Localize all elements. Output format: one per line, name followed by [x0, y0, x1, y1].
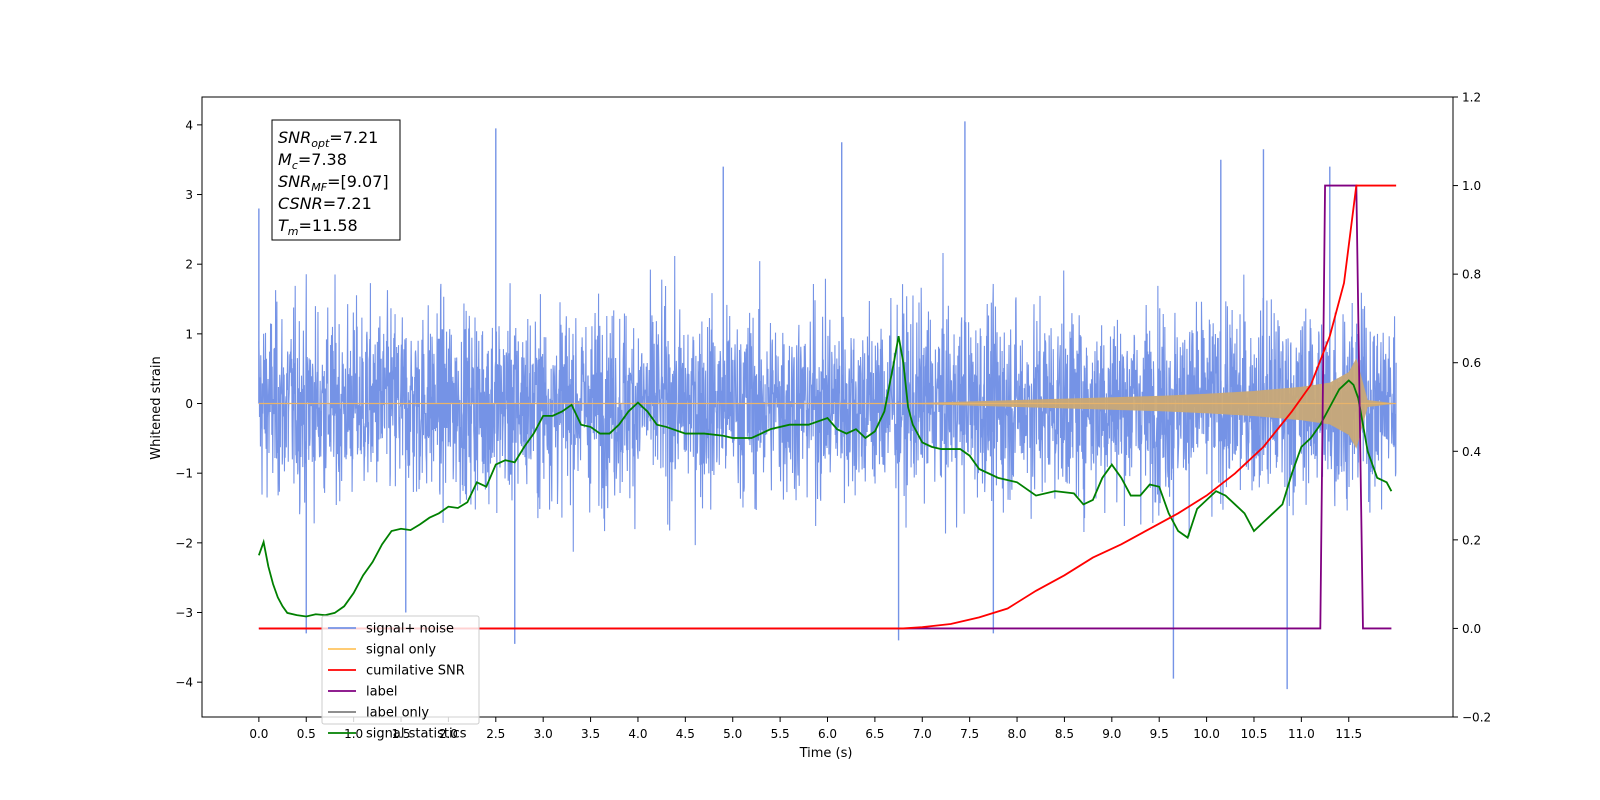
- y-tick-label-left: −3: [175, 606, 193, 620]
- y-tick-label-right: 0.6: [1462, 356, 1481, 370]
- annotation-line: SNRMF=[9.07]: [278, 172, 389, 194]
- x-tick-label: 11.5: [1335, 727, 1362, 741]
- x-tick-label: 7.5: [960, 727, 979, 741]
- legend-label: signal statistics: [366, 727, 467, 742]
- label-line: [258, 184, 1392, 630]
- y-tick-label-left: −1: [175, 467, 193, 481]
- x-tick-label: 2.0: [439, 727, 458, 741]
- annotation-line: CSNR=7.21: [278, 194, 372, 213]
- y-tick-label-left: 0: [185, 397, 193, 411]
- y-tick-label-right: −0.2: [1462, 711, 1491, 725]
- x-tick-label: 6.0: [818, 727, 837, 741]
- y-tick-label-right: 0.2: [1462, 533, 1481, 547]
- y-tick-label-right: 1.2: [1462, 91, 1481, 105]
- x-tick-label: 10.5: [1241, 727, 1268, 741]
- x-tick-label: 5.0: [723, 727, 742, 741]
- annotation-line: Tm=11.58: [278, 216, 358, 238]
- x-tick-label: 9.0: [1102, 727, 1121, 741]
- y-tick-label-right: 0.0: [1462, 622, 1481, 636]
- x-tick-label: 8.0: [1007, 727, 1026, 741]
- x-tick-label: 5.5: [771, 727, 790, 741]
- x-tick-label: 9.5: [1150, 727, 1169, 741]
- axes: 0.0 0.5 1.0 1.5 2.0 2.5 3.0 3.5 4.0 4.5 5.0 5.5 6.0 6…: [175, 91, 1491, 742]
- legend-label: cumilative SNR: [366, 664, 465, 679]
- y-tick-label-left: 4: [185, 118, 193, 132]
- annotation-line: SNRopt=7.21: [278, 128, 378, 150]
- legend-frame: [321, 615, 480, 725]
- legend-label: signal only: [366, 643, 436, 658]
- annotation-frame: [271, 119, 401, 241]
- y-tick-label-left: 1: [185, 327, 193, 341]
- y-tick-label-left: −2: [175, 536, 193, 550]
- x-tick-label: 1.5: [391, 727, 410, 741]
- x-axis-label: Time (s): [799, 746, 853, 761]
- x-tick-label: 7.0: [913, 727, 932, 741]
- y-tick-label-right: 0.4: [1462, 445, 1481, 459]
- x-tick-label: 3.0: [534, 727, 553, 741]
- x-tick-label: 1.0: [344, 727, 363, 741]
- y-tick-label-right: 0.8: [1462, 268, 1481, 282]
- x-tick-label: 2.5: [486, 727, 505, 741]
- legend-label: signal+ noise: [366, 622, 454, 637]
- y-tick-label-left: 3: [185, 188, 193, 202]
- legend: signal+ noise signal only cumilative SNR la…: [321, 615, 480, 742]
- x-tick-label: 6.5: [865, 727, 884, 741]
- y-tick-label-right: 1.0: [1462, 179, 1481, 193]
- legend-label: label only: [366, 706, 429, 721]
- plot-area: [258, 121, 1397, 690]
- legend-label: label: [366, 685, 397, 700]
- x-tick-label: 0.5: [297, 727, 316, 741]
- y-tick-label-left: −4: [175, 676, 193, 690]
- x-tick-label: 0.0: [249, 727, 268, 741]
- cumilative-snr-line: [258, 184, 1397, 630]
- x-tick-label: 4.5: [676, 727, 695, 741]
- annotation-line: Mc=7.38: [278, 150, 347, 172]
- x-tick-label: 10.0: [1193, 727, 1220, 741]
- y-axis-label-left: Whitened strain: [149, 356, 164, 459]
- x-tick-label: 8.5: [1055, 727, 1074, 741]
- x-tick-label: 3.5: [581, 727, 600, 741]
- x-tick-label: 4.0: [628, 727, 647, 741]
- x-tick-label: 11.0: [1288, 727, 1315, 741]
- signal-statistics-line: [258, 335, 1393, 618]
- y-tick-label-left: 2: [185, 258, 193, 272]
